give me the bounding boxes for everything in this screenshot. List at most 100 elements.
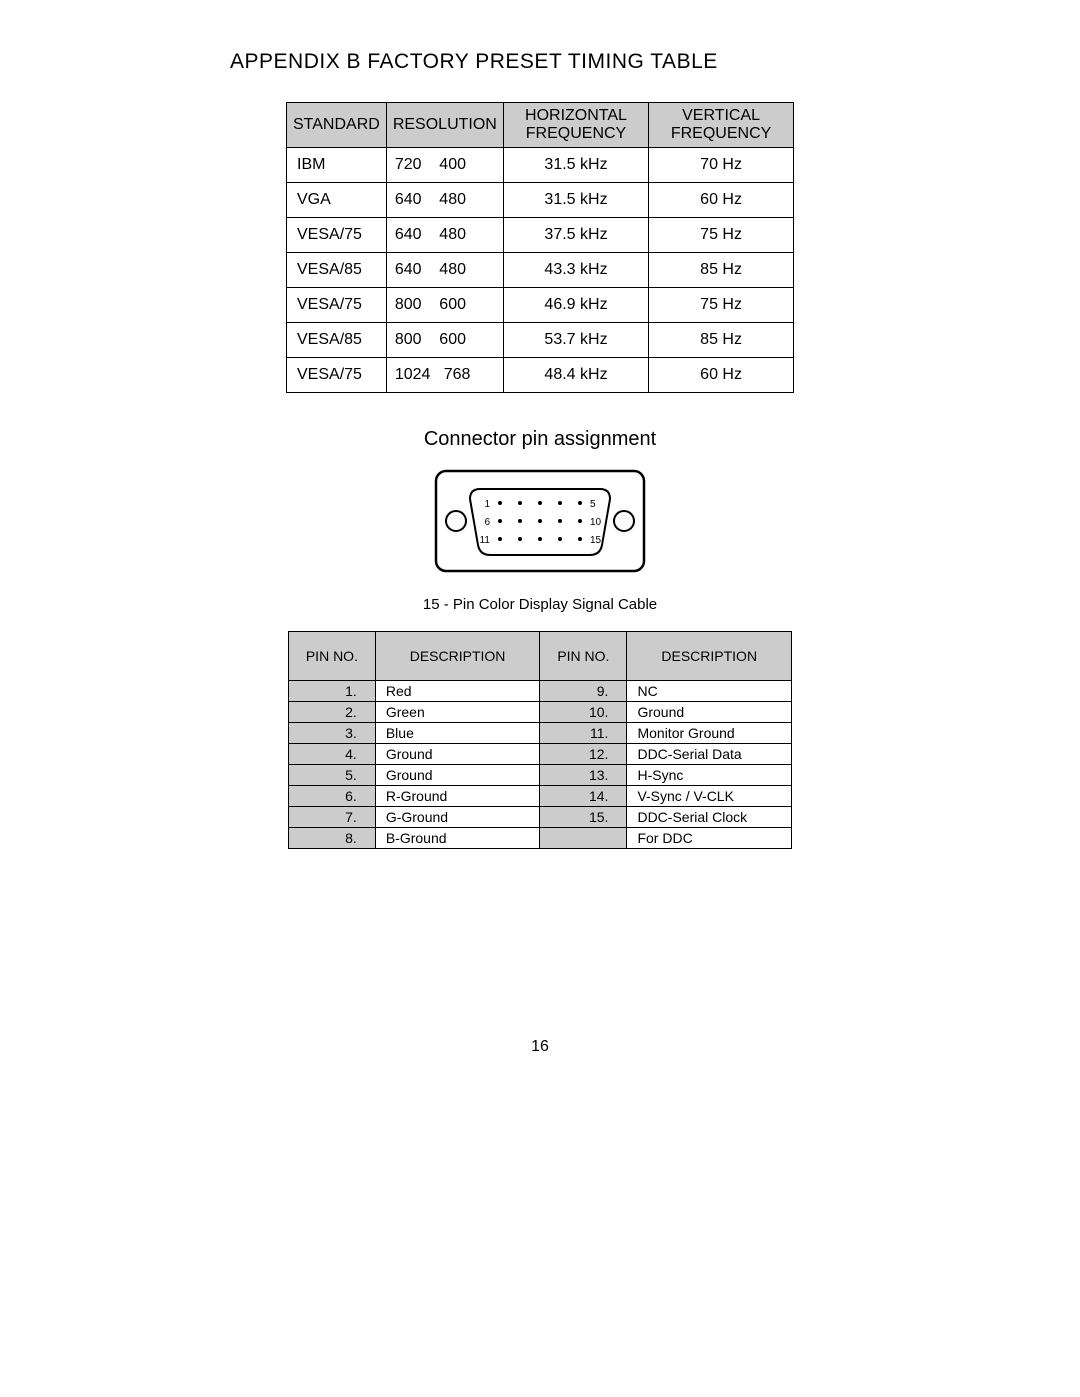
table-row: VESA/75640 48037.5 kHz75 Hz: [287, 218, 794, 253]
th-standard: STANDARD: [287, 103, 387, 148]
th-hfreq: HORIZONTALFREQUENCY: [503, 103, 648, 148]
table-row: VESA/75800 60046.9 kHz75 Hz: [287, 288, 794, 323]
cell-standard: VESA/75: [287, 218, 387, 253]
th-pin-no: PIN NO.: [289, 632, 376, 681]
cell-pin-no: 6.: [289, 786, 376, 807]
cell-pin-no: 7.: [289, 807, 376, 828]
cell-pin-no: [540, 828, 627, 849]
document-page: APPENDIX B FACTORY PRESET TIMING TABLE S…: [0, 0, 1080, 849]
th-description: DESCRIPTION: [627, 632, 792, 681]
cell-desc: Green: [375, 702, 540, 723]
cell-desc: V-Sync / V-CLK: [627, 786, 792, 807]
cell-vfreq: 60 Hz: [649, 358, 794, 393]
cell-standard: VESA/75: [287, 288, 387, 323]
cell-hfreq: 48.4 kHz: [503, 358, 648, 393]
cell-desc: Red: [375, 681, 540, 702]
th-vfreq: VERTICALFREQUENCY: [649, 103, 794, 148]
th-resolution: RESOLUTION: [386, 103, 503, 148]
th-pin-no: PIN NO.: [540, 632, 627, 681]
cell-desc: Blue: [375, 723, 540, 744]
cell-resolution: 800 600: [386, 323, 503, 358]
table-row: VESA/751024 76848.4 kHz60 Hz: [287, 358, 794, 393]
cell-desc: H-Sync: [627, 765, 792, 786]
pin-table-body: 1.Red9.NC 2.Green10.Ground 3.Blue11.Moni…: [289, 681, 792, 849]
cell-desc: DDC-Serial Data: [627, 744, 792, 765]
cell-standard: VESA/75: [287, 358, 387, 393]
cell-pin-no: 3.: [289, 723, 376, 744]
cell-hfreq: 53.7 kHz: [503, 323, 648, 358]
pin-label-5: 5: [590, 499, 596, 510]
timing-table: STANDARD RESOLUTION HORIZONTALFREQUENCY …: [286, 102, 794, 393]
table-row: 2.Green10.Ground: [289, 702, 792, 723]
cell-desc: Monitor Ground: [627, 723, 792, 744]
table-row: VESA/85800 60053.7 kHz85 Hz: [287, 323, 794, 358]
cell-standard: VGA: [287, 183, 387, 218]
cell-vfreq: 85 Hz: [649, 323, 794, 358]
cell-resolution: 720 400: [386, 148, 503, 183]
cell-pin-no: 15.: [540, 807, 627, 828]
cell-desc: For DDC: [627, 828, 792, 849]
cell-pin-no: 14.: [540, 786, 627, 807]
cell-pin-no: 8.: [289, 828, 376, 849]
cell-pin-no: 10.: [540, 702, 627, 723]
cell-standard: VESA/85: [287, 323, 387, 358]
cell-pin-no: 13.: [540, 765, 627, 786]
table-row: 6.R-Ground14.V-Sync / V-CLK: [289, 786, 792, 807]
table-row: 7.G-Ground15.DDC-Serial Clock: [289, 807, 792, 828]
cell-pin-no: 1.: [289, 681, 376, 702]
cell-desc: Ground: [375, 744, 540, 765]
table-row: IBM720 40031.5 kHz70 Hz: [287, 148, 794, 183]
table-row: 8.B-Ground For DDC: [289, 828, 792, 849]
table-row: VESA/85640 48043.3 kHz85 Hz: [287, 253, 794, 288]
cell-resolution: 640 480: [386, 253, 503, 288]
cell-resolution: 640 480: [386, 183, 503, 218]
pin-label-11: 11: [480, 535, 491, 546]
cell-pin-no: 11.: [540, 723, 627, 744]
cell-hfreq: 37.5 kHz: [503, 218, 648, 253]
table-header-row: STANDARD RESOLUTION HORIZONTALFREQUENCY …: [287, 103, 794, 148]
table-row: 5.Ground13.H-Sync: [289, 765, 792, 786]
cell-vfreq: 60 Hz: [649, 183, 794, 218]
cell-desc: NC: [627, 681, 792, 702]
cell-resolution: 1024 768: [386, 358, 503, 393]
cell-desc: Ground: [627, 702, 792, 723]
cell-resolution: 640 480: [386, 218, 503, 253]
cell-pin-no: 2.: [289, 702, 376, 723]
cell-desc: R-Ground: [375, 786, 540, 807]
cell-hfreq: 31.5 kHz: [503, 183, 648, 218]
cell-vfreq: 85 Hz: [649, 253, 794, 288]
timing-table-body: IBM720 40031.5 kHz70 Hz VGA640 48031.5 k…: [287, 148, 794, 393]
connector-diagram: 1 5 6 10 11 15: [220, 465, 860, 582]
connector-caption: 15 - Pin Color Display Signal Cable: [220, 596, 860, 613]
page-number: 16: [0, 1038, 1080, 1056]
cell-desc: G-Ground: [375, 807, 540, 828]
cell-vfreq: 75 Hz: [649, 288, 794, 323]
cell-pin-no: 5.: [289, 765, 376, 786]
page-title: APPENDIX B FACTORY PRESET TIMING TABLE: [220, 50, 860, 74]
table-row: 1.Red9.NC: [289, 681, 792, 702]
connector-subtitle: Connector pin assignment: [220, 428, 860, 451]
cell-pin-no: 4.: [289, 744, 376, 765]
cell-hfreq: 31.5 kHz: [503, 148, 648, 183]
pin-label-15: 15: [590, 535, 602, 546]
th-description: DESCRIPTION: [375, 632, 540, 681]
cell-desc: B-Ground: [375, 828, 540, 849]
cell-standard: VESA/85: [287, 253, 387, 288]
cell-vfreq: 70 Hz: [649, 148, 794, 183]
cell-pin-no: 9.: [540, 681, 627, 702]
cell-pin-no: 12.: [540, 744, 627, 765]
cell-hfreq: 43.3 kHz: [503, 253, 648, 288]
table-header-row: PIN NO. DESCRIPTION PIN NO. DESCRIPTION: [289, 632, 792, 681]
cell-desc: DDC-Serial Clock: [627, 807, 792, 828]
cell-vfreq: 75 Hz: [649, 218, 794, 253]
cell-standard: IBM: [287, 148, 387, 183]
pin-assignment-table: PIN NO. DESCRIPTION PIN NO. DESCRIPTION …: [288, 631, 792, 849]
connector-icon: 1 5 6 10 11 15: [430, 465, 650, 577]
cell-resolution: 800 600: [386, 288, 503, 323]
cell-desc: Ground: [375, 765, 540, 786]
pin-label-10: 10: [590, 517, 602, 528]
table-row: VGA640 48031.5 kHz60 Hz: [287, 183, 794, 218]
table-row: 3.Blue11.Monitor Ground: [289, 723, 792, 744]
cell-hfreq: 46.9 kHz: [503, 288, 648, 323]
table-row: 4.Ground12.DDC-Serial Data: [289, 744, 792, 765]
